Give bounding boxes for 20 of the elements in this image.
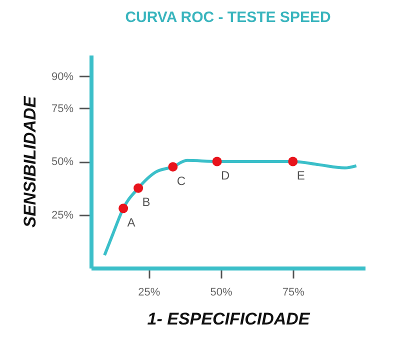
annotation: D bbox=[221, 168, 230, 182]
x-tick-label: 75% bbox=[282, 286, 305, 298]
y-tick-label: 90% bbox=[51, 70, 74, 83]
x-tick-label: 25% bbox=[138, 286, 160, 298]
annotation: A bbox=[127, 215, 136, 230]
y-tick-label: 75% bbox=[51, 102, 74, 115]
chart-title: CURVA ROC - TESTE SPEED bbox=[125, 9, 331, 26]
annotation: B bbox=[142, 195, 150, 210]
point bbox=[212, 156, 222, 166]
y-tick-label: 25% bbox=[51, 209, 74, 222]
x-axis-title: 1- ESPECIFICIDADE bbox=[147, 310, 310, 328]
point bbox=[168, 162, 178, 172]
annotation: E bbox=[296, 168, 305, 182]
point bbox=[288, 156, 298, 166]
point bbox=[134, 183, 144, 193]
y-tick-label: 50% bbox=[51, 156, 74, 168]
x-tick-label: 50% bbox=[210, 286, 233, 298]
annotation: C bbox=[176, 174, 186, 188]
y-axis-title: SENSIBILIDADE bbox=[20, 96, 40, 228]
point bbox=[118, 204, 128, 214]
